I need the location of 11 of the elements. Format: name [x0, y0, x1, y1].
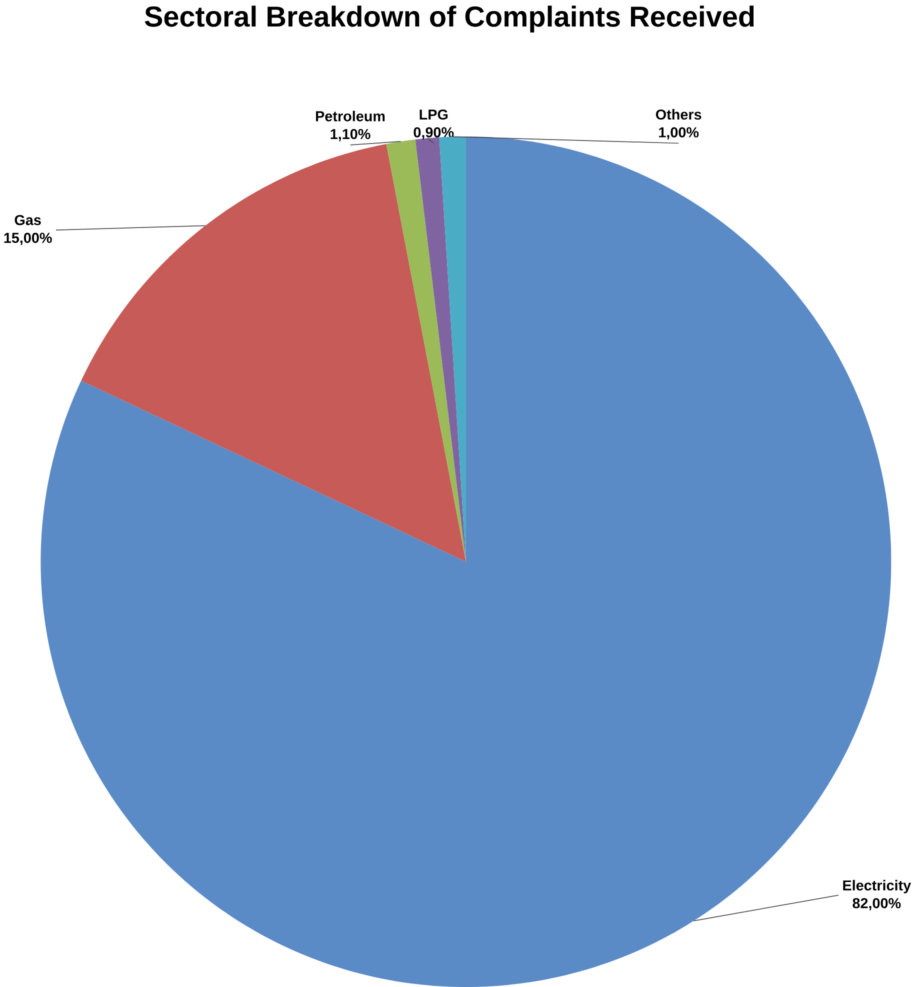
slice-label: LPG — [420, 109, 448, 120]
data-label: 0,90% — [414, 127, 454, 140]
data-label: 82,00% — [852, 898, 900, 910]
slice-label: Petroleum — [316, 110, 384, 122]
data-label: 15,00% — [4, 232, 52, 246]
slice-label: Others — [656, 109, 701, 120]
chart-title: Sectoral Breakdown of Complaints Received — [144, 6, 754, 33]
slice-label: Gas — [14, 214, 41, 226]
data-label: 1,00% — [658, 127, 698, 140]
slice-label: Electricity — [842, 880, 911, 894]
data-label: 1,10% — [330, 128, 370, 142]
